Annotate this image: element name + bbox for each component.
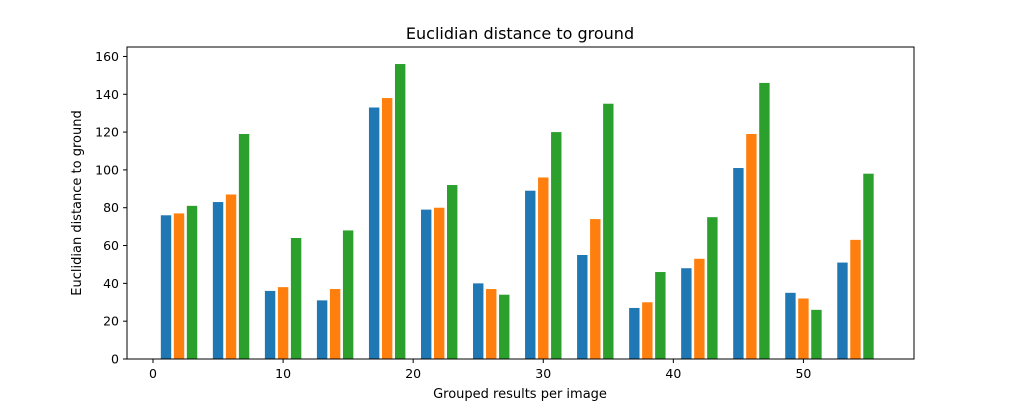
bar-series1-8 [577,255,588,359]
x-tick-label: 50 [795,366,811,381]
bar-series2-2 [277,287,289,359]
bar-series2-8 [590,219,601,359]
bar-series2-3 [329,289,341,359]
y-tick-label: 40 [103,276,119,291]
bar-series2-4 [381,98,393,360]
bar-series2-9 [642,302,653,359]
bar-series3-2 [290,237,302,359]
bar-series2-7 [538,177,549,359]
bar-series1-11 [733,168,744,359]
bar-series1-12 [785,292,796,359]
bar-series3-9 [655,272,666,359]
bar-series2-1 [225,194,237,359]
bar-series2-6 [486,289,497,359]
bar-series1-6 [473,283,484,359]
bar-series3-4 [394,64,406,359]
y-axis-ticks: 0 20 40 60 80 100 120 140 160 [95,49,127,367]
y-tick-label: 80 [103,200,119,215]
y-tick-label: 0 [111,352,119,367]
bar-series1-7 [525,190,536,359]
y-axis-label: Euclidian distance to ground [70,110,85,295]
chart-title: Euclidian distance to ground [406,24,634,43]
bar-series3-11 [759,82,770,359]
bar-series1-0 [160,215,172,359]
y-tick-label: 20 [103,314,119,329]
bar-series2-11 [746,133,757,359]
bar-series2-10 [694,258,705,359]
bar-series3-1 [238,133,250,359]
bar-series3-13 [863,173,874,359]
bar-series1-10 [681,268,692,359]
bar-series1-5 [420,209,432,359]
bar-series1-1 [212,202,224,359]
x-tick-label: 30 [535,366,551,381]
y-tick-label: 100 [95,162,119,177]
bar-series3-6 [499,294,510,359]
bar-series3-3 [342,230,354,359]
bar-series2-13 [850,239,861,359]
x-tick-label: 20 [405,366,421,381]
bar-series3-0 [186,205,198,359]
x-tick-label: 10 [275,366,291,381]
bar-series3-12 [811,309,822,359]
bar-series2-5 [433,207,445,359]
plot-frame [126,46,915,360]
x-tick-label: 40 [665,366,681,381]
y-tick-label: 140 [95,87,119,102]
y-tick-label: 60 [103,238,119,253]
x-tick-label: 0 [149,366,157,381]
bar-series2-12 [798,298,809,359]
bar-series3-5 [447,185,458,359]
x-axis-label: Grouped results per image [433,387,607,402]
bar-series2-0 [173,213,185,359]
bar-series1-4 [368,107,380,359]
y-tick-label: 120 [95,125,119,140]
bar-series1-2 [264,290,276,359]
bar-series3-10 [707,217,718,359]
bar-series1-3 [316,300,328,359]
bar-series3-8 [603,103,614,360]
x-axis-ticks: 0 10 20 30 40 50 [149,359,811,381]
bar-series1-13 [837,262,848,359]
bar-series3-7 [551,132,562,359]
bars-group [160,64,874,360]
bar-series1-9 [629,307,640,359]
y-tick-label: 160 [95,49,119,64]
